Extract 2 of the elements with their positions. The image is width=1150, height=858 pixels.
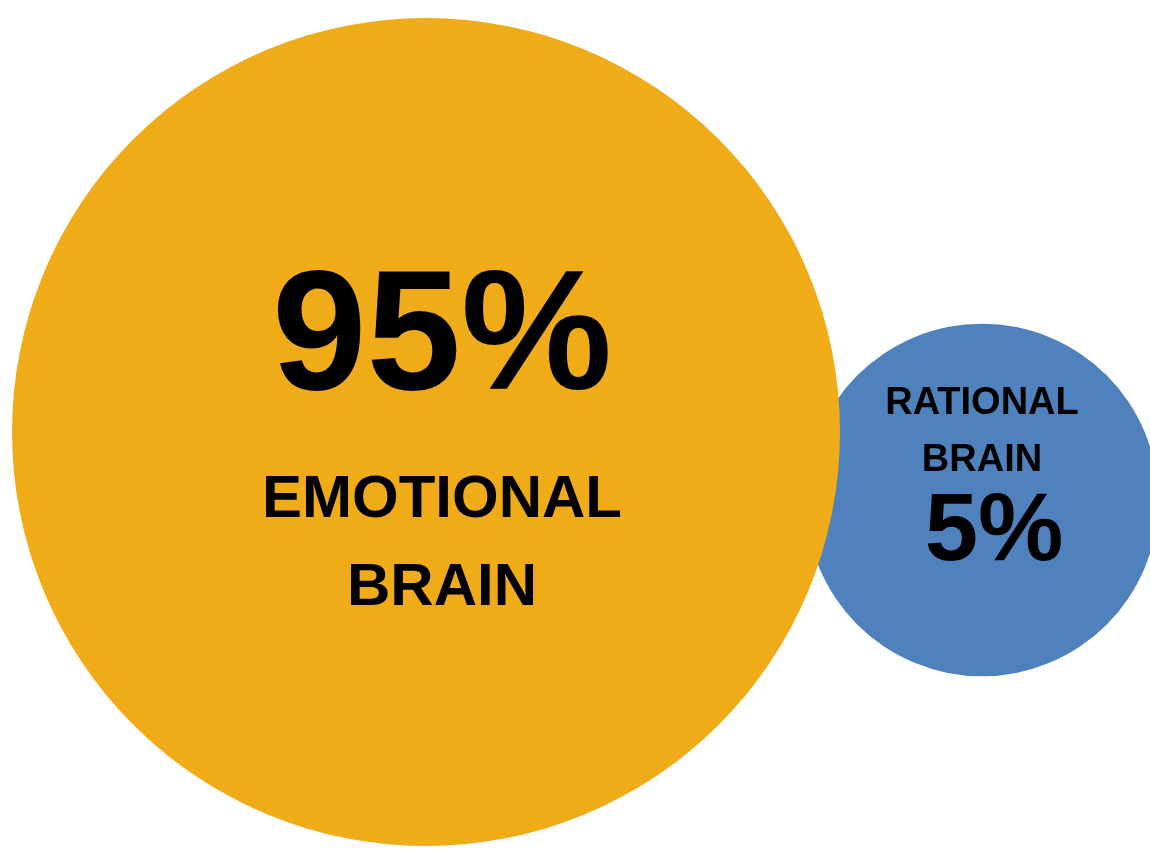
category-label: EMOTIONAL BRAIN (262, 462, 622, 618)
data-label: 95% (271, 234, 613, 425)
